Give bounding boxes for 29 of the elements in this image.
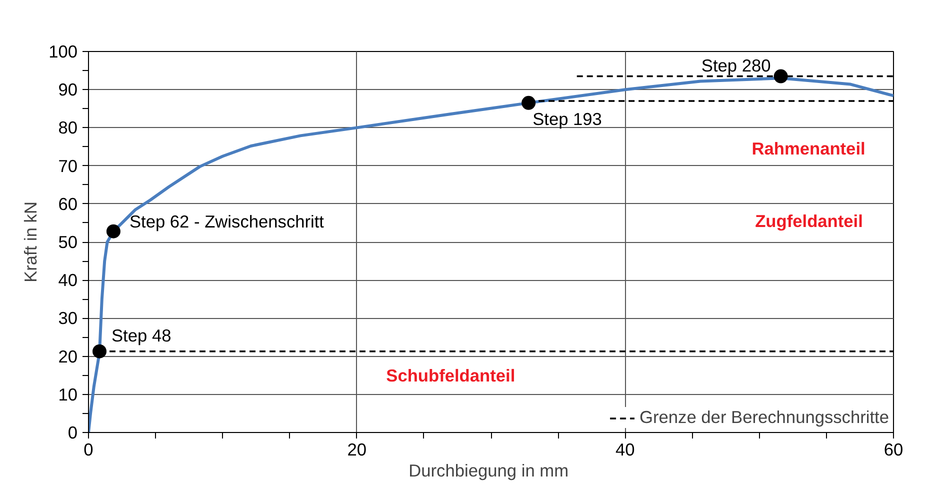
y-tick-label: 40: [58, 270, 78, 290]
point: [774, 69, 788, 84]
annotation: Zugfeldanteil: [755, 211, 863, 232]
y-axis-title: Kraft in kN: [20, 202, 41, 282]
y-tick-label: 80: [58, 118, 78, 138]
y-tick-label: 30: [58, 308, 78, 328]
point: [106, 224, 120, 238]
data-label: Step 48: [112, 325, 172, 346]
data-label: Step 62 - Zwischenschritt: [129, 211, 324, 232]
point: [92, 344, 106, 358]
x-tick-label: 20: [347, 440, 366, 460]
x-axis-title: Durchbiegung in mm: [408, 460, 569, 480]
y-tick-label: 50: [58, 232, 78, 252]
y-tick-label: 90: [58, 80, 78, 100]
x-tick-label: 60: [884, 440, 904, 460]
annotation: Rahmenanteil: [752, 138, 866, 159]
data-label: Step 193: [532, 108, 602, 129]
x-tick-label: 0: [84, 440, 94, 460]
x-tick-label: 40: [616, 440, 635, 460]
y-tick-label: 10: [58, 384, 78, 404]
point: [522, 96, 536, 110]
y-tick-label: 20: [58, 346, 78, 366]
annotation: Schubfeldanteil: [386, 365, 516, 386]
y-tick-label: 60: [58, 194, 78, 214]
data-label: Step 280: [701, 55, 771, 76]
legend-label: Grenze der Berechnungsschritte: [640, 407, 889, 428]
y-tick-label: 100: [48, 42, 78, 62]
y-tick-label: 70: [58, 156, 78, 176]
y-tick-label: 0: [68, 422, 78, 442]
